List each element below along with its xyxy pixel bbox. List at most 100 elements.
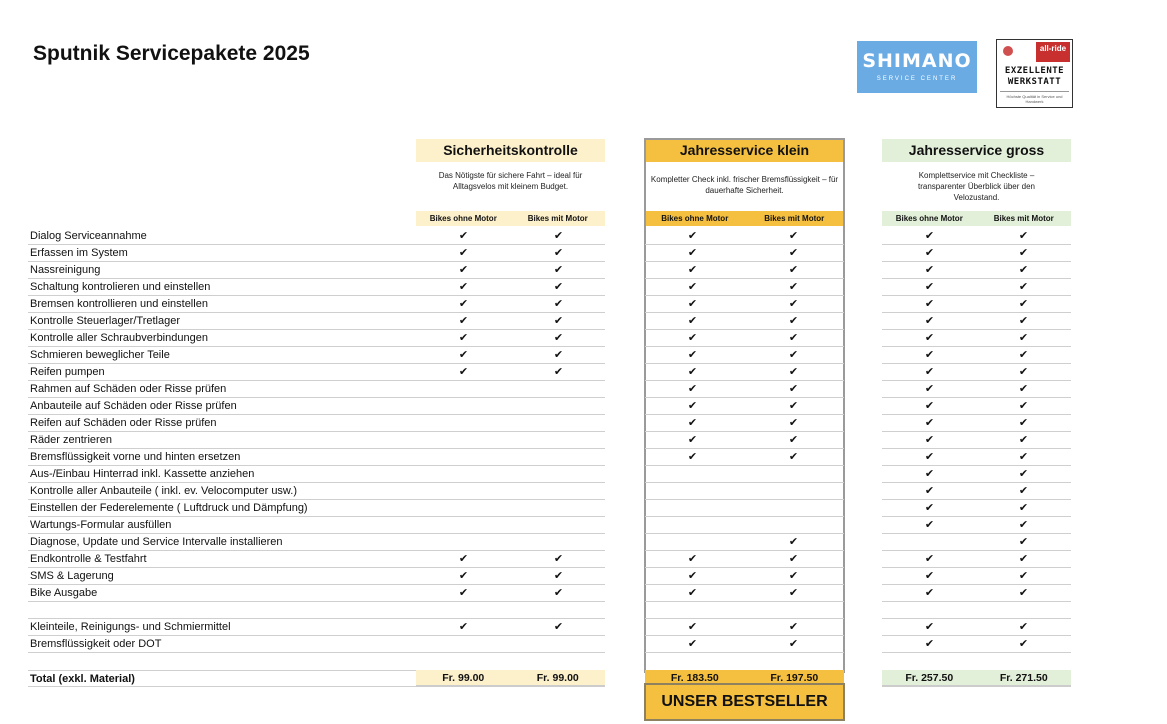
shimano-name: SHIMANO [862, 50, 972, 72]
check-icon: ✔ [924, 281, 935, 293]
service-label: Kontrolle aller Schraubverbindungen [28, 330, 605, 347]
check-icon: ✔ [687, 230, 698, 242]
table-row: Rahmen auf Schäden oder Risse prüfen ✔ ✔ ✔ ✔ [28, 381, 1073, 398]
empty-cell [746, 500, 841, 517]
check-icon: ✔ [788, 553, 799, 565]
service-label: Wartungs-Formular ausfüllen [28, 517, 605, 534]
check-icon: ✔ [788, 298, 799, 310]
empty-cell [511, 432, 606, 449]
check-icon: ✔ [788, 247, 799, 259]
empty-cell [511, 636, 606, 653]
check-icon: ✔ [687, 417, 698, 429]
check-icon: ✔ [1018, 281, 1029, 293]
total-row: Total (exkl. Material) Fr. 99.00 Fr. 99.00… [28, 670, 1073, 687]
service-label: Schmieren beweglicher Teile [28, 347, 605, 364]
package-title: Jahresservice gross [882, 139, 1071, 162]
check-icon: ✔ [687, 621, 698, 633]
table-row: Kontrolle aller Schraubverbindungen ✔ ✔ ✔ ✔ ✔… [28, 330, 1073, 347]
check-icon: ✔ [458, 332, 469, 344]
check-icon: ✔ [553, 247, 564, 259]
check-icon: ✔ [553, 349, 564, 361]
check-icon: ✔ [924, 638, 935, 650]
service-label: Nassreinigung [28, 262, 605, 279]
empty-cell [416, 483, 511, 500]
check-icon: ✔ [553, 264, 564, 276]
service-label: SMS & Lagerung [28, 568, 605, 585]
service-label: Kontrolle aller Anbauteile ( inkl. ev. V… [28, 483, 605, 500]
check-icon: ✔ [924, 264, 935, 276]
check-icon: ✔ [458, 281, 469, 293]
check-icon: ✔ [924, 230, 935, 242]
empty-cell [416, 432, 511, 449]
check-icon: ✔ [687, 366, 698, 378]
empty-cell [645, 517, 740, 534]
empty-cell [746, 466, 841, 483]
check-icon: ✔ [1018, 485, 1029, 497]
check-icon: ✔ [1018, 536, 1029, 548]
check-icon: ✔ [458, 264, 469, 276]
empty-cell [416, 415, 511, 432]
check-icon: ✔ [1018, 315, 1029, 327]
check-icon: ✔ [458, 621, 469, 633]
shimano-sub: SERVICE CENTER [876, 76, 958, 82]
table-row: Schmieren beweglicher Teile ✔ ✔ ✔ ✔ ✔ ✔ [28, 347, 1073, 364]
check-icon: ✔ [1018, 519, 1029, 531]
check-icon: ✔ [1018, 230, 1029, 242]
check-icon: ✔ [553, 570, 564, 582]
service-label: Aus-/Einbau Hinterrad inkl. Kassette anz… [28, 466, 605, 483]
empty-cell [976, 602, 1071, 619]
table-row: Kontrolle Steuerlager/Tretlager ✔ ✔ ✔ ✔ ✔ ✔ [28, 313, 1073, 330]
check-icon: ✔ [788, 281, 799, 293]
empty-cell [511, 398, 606, 415]
check-icon: ✔ [924, 366, 935, 378]
check-icon: ✔ [788, 383, 799, 395]
table-row: Wartungs-Formular ausfüllen ✔ ✔ [28, 517, 1073, 534]
empty-cell [416, 398, 511, 415]
allride-line1: EXZELLENTE [1004, 66, 1065, 76]
check-icon: ✔ [924, 247, 935, 259]
check-icon: ✔ [458, 298, 469, 310]
service-label [28, 602, 605, 619]
check-icon: ✔ [924, 553, 935, 565]
price: Fr. 271.50 [999, 672, 1048, 684]
package-subheader: Bikes ohne Motor Bikes mit Motor [416, 211, 605, 226]
col-mit-motor: Bikes mit Motor [764, 214, 825, 223]
col-mit-motor: Bikes mit Motor [527, 214, 588, 223]
check-icon: ✔ [687, 349, 698, 361]
check-icon: ✔ [788, 349, 799, 361]
service-label: Einstellen der Federelemente ( Luftdruck… [28, 500, 605, 517]
price: Fr. 99.00 [536, 672, 579, 684]
check-icon: ✔ [788, 536, 799, 548]
table-row [28, 602, 1073, 619]
table-row: Räder zentrieren ✔ ✔ ✔ ✔ [28, 432, 1073, 449]
check-icon: ✔ [458, 366, 469, 378]
allride-line2: WERKSTATT [1007, 77, 1062, 87]
empty-cell [511, 602, 606, 619]
service-label: Bremsflüssigkeit oder DOT [28, 636, 605, 653]
check-icon: ✔ [924, 502, 935, 514]
empty-cell [746, 483, 841, 500]
check-icon: ✔ [1018, 417, 1029, 429]
package-description: Komplettservice mit Checkliste – transpa… [918, 171, 1035, 202]
check-icon: ✔ [1018, 349, 1029, 361]
check-icon: ✔ [687, 247, 698, 259]
check-icon: ✔ [1018, 247, 1029, 259]
allride-badge: all-ride [1036, 42, 1070, 62]
col-ohne-motor: Bikes ohne Motor [895, 214, 963, 223]
table-row: Bremsflüssigkeit oder DOT ✔ ✔ ✔ ✔ [28, 636, 1073, 653]
price: Fr. 183.50 [670, 672, 719, 684]
check-icon: ✔ [924, 519, 935, 531]
check-icon: ✔ [687, 315, 698, 327]
table-row: Schaltung kontrolieren und einstellen ✔ ✔ ✔… [28, 279, 1073, 296]
table-row: Reifen pumpen ✔ ✔ ✔ ✔ ✔ ✔ [28, 364, 1073, 381]
package-subheader: Bikes ohne Motor Bikes mit Motor [645, 211, 844, 226]
service-label: Bremsen kontrollieren und einstellen [28, 296, 605, 313]
empty-cell [416, 449, 511, 466]
empty-cell [645, 466, 740, 483]
check-icon: ✔ [1018, 468, 1029, 480]
table-row: Bremsflüssigkeit vorne und hinten ersetz… [28, 449, 1073, 466]
check-icon: ✔ [1018, 383, 1029, 395]
table-row: Bike Ausgabe ✔ ✔ ✔ ✔ ✔ ✔ [28, 585, 1073, 602]
check-icon: ✔ [924, 485, 935, 497]
price: Fr. 257.50 [905, 672, 954, 684]
